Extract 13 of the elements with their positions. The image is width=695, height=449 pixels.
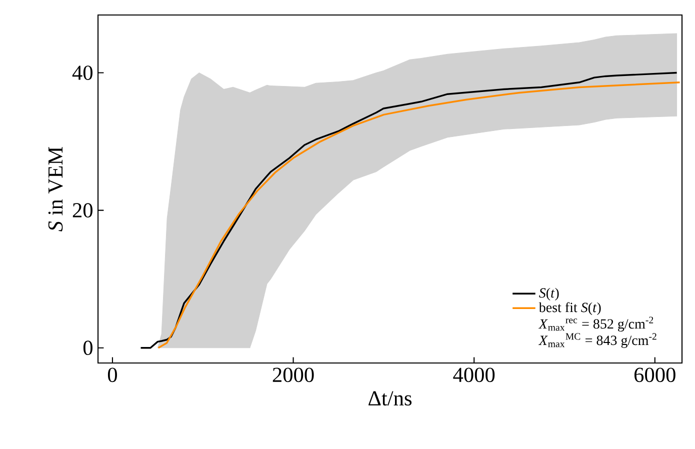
x-tick-label: 6000 [634,368,676,382]
legend-label: best fit S(t) [538,302,601,316]
y-tick-label: 20 [72,203,92,218]
x-tick-label: 4000 [453,368,495,382]
annotation: X$_{max}$$^{MC}$ = 843 g/cm$^{-2}$ [538,333,656,348]
x-tick-label: 2000 [272,368,314,382]
y-tick-label: 40 [72,66,92,80]
y-tick-label: 0 [83,340,92,356]
legend-label: S(t) [539,288,559,300]
x-axis-title: Δt/ns [368,391,412,406]
x-tick-label: 0 [108,368,117,382]
annotation: X$_{max}$$^{rec}$ = 852 g/cm$^{-2}$ [538,316,654,332]
y-axis-title: S in VEM [48,146,63,232]
